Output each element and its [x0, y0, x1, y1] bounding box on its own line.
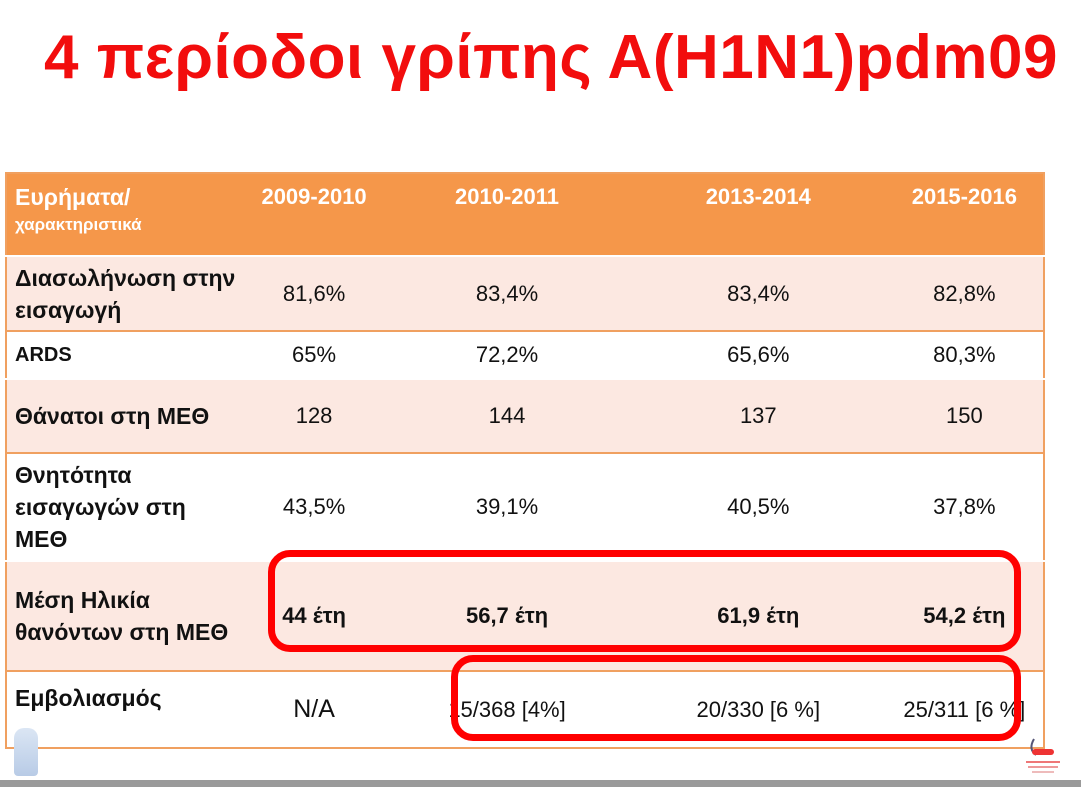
highlight-box-age — [268, 550, 1021, 652]
cell: 137 — [630, 378, 886, 453]
header-period: 2010-2011 — [383, 173, 631, 256]
row-label: Θάνατοι στη ΜΕΘ — [6, 378, 245, 453]
cell: 128 — [245, 378, 384, 453]
cell: 150 — [885, 378, 1044, 453]
header-label: Ευρήματα/χαρακτηριστικά — [6, 173, 245, 256]
cell: 83,4% — [630, 255, 886, 331]
header-period: 2009-2010 — [245, 173, 384, 256]
cell: 80,3% — [885, 330, 1044, 379]
findings-table: Ευρήματα/χαρακτηριστικά 2009-2010 2010-2… — [5, 172, 1045, 749]
bottom-bar — [0, 780, 1081, 787]
highlight-box-vaccination — [451, 655, 1021, 741]
cell: 83,4% — [383, 255, 631, 331]
table-header-row: Ευρήματα/χαρακτηριστικά 2009-2010 2010-2… — [6, 173, 1044, 256]
cell: 40,5% — [630, 452, 886, 561]
row-label: Διασωλήνωση στην εισαγωγή — [6, 255, 245, 331]
cell: 37,8% — [885, 452, 1044, 561]
cell: 43,5% — [245, 452, 384, 561]
header-period: 2013-2014 — [630, 173, 886, 256]
slide-title: 4 περίοδοι γρίπης Α(Η1Ν1)pdm09 — [44, 23, 1058, 92]
cell: 65% — [245, 330, 384, 379]
cell: 65,6% — [630, 330, 886, 379]
organization-logo — [1022, 735, 1064, 779]
row-label: Εμβολιασμός — [6, 670, 245, 748]
university-logo — [14, 728, 38, 776]
row-label: Μέση Ηλικία θανόντων στη ΜΕΘ — [6, 560, 245, 671]
cell: N/A — [245, 670, 384, 748]
cell: 144 — [383, 378, 631, 453]
cell: 61,9 έτη — [630, 560, 886, 671]
cell: 82,8% — [885, 255, 1044, 331]
cell: 39,1% — [383, 452, 631, 561]
header-period: 2015-2016 — [885, 173, 1044, 256]
table-row: Θάνατοι στη ΜΕΘ 128 144 137 150 — [6, 378, 1044, 453]
table-row: Διασωλήνωση στην εισαγωγή 81,6% 83,4% 83… — [6, 255, 1044, 331]
row-label: ARDS — [6, 330, 245, 379]
cell: 81,6% — [245, 255, 384, 331]
header-label-sub: χαρακτηριστικά — [15, 215, 142, 234]
header-label-main: Ευρήματα/ — [15, 184, 131, 210]
cell: 56,7 έτη — [383, 560, 631, 671]
table-row: ARDS 65% 72,2% 65,6% 80,3% — [6, 330, 1044, 379]
cell: 72,2% — [383, 330, 631, 379]
table-row: Θνητότητα εισαγωγών στη ΜΕΘ 43,5% 39,1% … — [6, 452, 1044, 561]
table-row: Εμβολιασμός N/A 15/368 [4%] 20/330 [6 %]… — [6, 670, 1044, 748]
row-label: Θνητότητα εισαγωγών στη ΜΕΘ — [6, 452, 245, 561]
